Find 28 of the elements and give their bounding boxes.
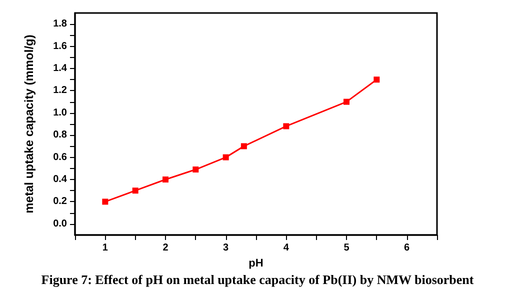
y-tick-label: 0.6 [53, 152, 68, 163]
text: Figure 7: Effect of pH on metal uptake capacity of Pb(II) by NMW biosorbent [41, 272, 474, 287]
x-axis-title: pH [248, 257, 264, 270]
point [132, 188, 138, 194]
y-tick-label: 1.4 [53, 63, 68, 74]
y-tick-label: 0.2 [53, 196, 68, 208]
y-tick-label: 1.2 [53, 85, 68, 96]
x-tick-label: 3 [223, 242, 230, 254]
y-tick-label: 0.4 [53, 174, 68, 185]
y-axis-title: metal uptake capacity (mmol/g) [22, 34, 36, 214]
point [344, 98, 350, 105]
point [192, 166, 199, 173]
point [283, 123, 290, 130]
y-tick-label: 0.8 [53, 130, 68, 141]
x-tick-label: 4 [283, 242, 290, 254]
point [374, 76, 380, 83]
x-tick-label: 6 [404, 242, 410, 254]
y-tick-label: 0.0 [53, 218, 68, 230]
y-tick-label: 1.8 [53, 18, 68, 30]
point [222, 154, 229, 160]
point [102, 198, 108, 205]
x-tick-label: 2 [162, 242, 169, 254]
point [240, 143, 247, 150]
y-tick-label: 1.6 [53, 40, 68, 52]
x-tick-label: 1 [102, 242, 108, 254]
point [162, 176, 168, 182]
x-tick-label: 5 [344, 242, 350, 254]
y-tick-label: 1.0 [53, 107, 68, 118]
